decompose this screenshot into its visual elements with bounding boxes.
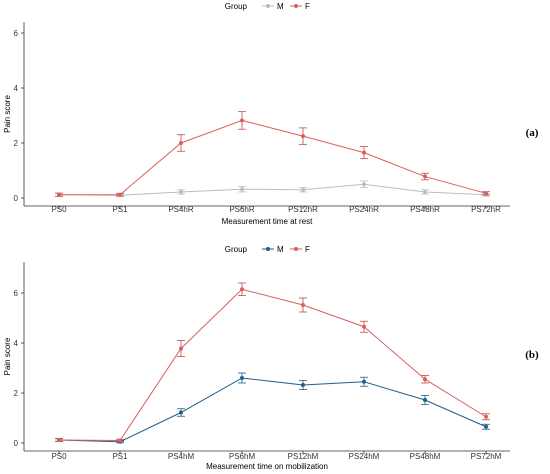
y-axis-title: Pain score [3, 95, 12, 133]
data-point-f [179, 346, 183, 351]
y-tick-label: 6 [14, 29, 19, 38]
data-point-m [179, 410, 183, 415]
x-tick-label: PS1 [112, 452, 128, 461]
data-point-f [118, 192, 122, 197]
data-point-f [179, 141, 183, 145]
y-tick-label: 4 [14, 339, 19, 348]
data-point-f [57, 192, 61, 197]
legend-title: Group [225, 2, 248, 11]
y-tick-label: 4 [14, 84, 19, 93]
x-tick-label: PS0 [51, 452, 67, 461]
x-tick-label: PS1 [112, 205, 128, 214]
y-axis-title: Pain score [3, 337, 12, 375]
data-point-m [240, 187, 244, 192]
x-tick-label: PS6hM [229, 452, 256, 461]
data-point-m [362, 379, 366, 384]
legend-key-point [266, 247, 270, 251]
x-tick-label: PS24hM [349, 452, 380, 461]
y-tick-label: 2 [14, 389, 19, 398]
legend-key-point [294, 4, 298, 8]
x-tick-label: PS12hR [288, 205, 318, 214]
panel-label: (b) [525, 349, 539, 361]
data-point-m [484, 424, 488, 429]
data-point-m [423, 398, 427, 402]
y-tick-label: 0 [14, 194, 19, 203]
data-point-m [240, 376, 244, 380]
data-point-f [362, 150, 366, 155]
data-point-f [362, 324, 366, 329]
series-line-f [59, 119, 487, 196]
x-axis-title: Measurement time on mobilization [206, 462, 328, 471]
data-point-m [301, 383, 305, 387]
x-tick-label: PS12hM [288, 452, 319, 461]
series-line-m [58, 377, 487, 443]
y-tick-label: 2 [14, 139, 19, 148]
legend-label: M [277, 2, 284, 11]
data-point-f [240, 287, 244, 292]
series-line-f [58, 288, 487, 442]
legend-label: F [305, 245, 310, 254]
legend-label: M [277, 245, 284, 254]
data-point-f [240, 118, 244, 123]
y-tick-label: 6 [14, 289, 19, 298]
panel-label: (a) [526, 127, 539, 139]
x-tick-label: PS0 [51, 205, 67, 214]
x-tick-label: PS6hR [229, 205, 255, 214]
data-point-f [118, 438, 122, 443]
x-tick-label: PS4hM [168, 452, 195, 461]
data-point-f [57, 438, 61, 442]
data-point-f [484, 191, 488, 196]
data-point-m [423, 189, 427, 194]
series-line-m [58, 183, 487, 196]
x-tick-label: PS72hR [471, 205, 501, 214]
x-tick-label: PS48hM [410, 452, 441, 461]
legend-key-point [294, 247, 298, 251]
x-axis-title: Measurement time at rest [222, 217, 313, 226]
data-point-f [423, 174, 427, 179]
legend-label: F [305, 2, 310, 11]
x-tick-label: PS4hR [168, 205, 194, 214]
data-point-m [179, 189, 183, 194]
data-point-f [301, 303, 305, 307]
y-tick-label: 0 [14, 439, 19, 448]
legend-key-point [266, 4, 270, 8]
x-tick-label: PS72hM [471, 452, 502, 461]
data-point-f [301, 134, 305, 139]
legend-title: Group [225, 245, 248, 254]
x-tick-label: PS48hR [410, 205, 440, 214]
x-tick-label: PS24hR [349, 205, 379, 214]
data-point-m [301, 187, 305, 192]
data-point-m [362, 182, 366, 187]
data-point-f [484, 414, 488, 419]
data-point-f [423, 377, 427, 382]
